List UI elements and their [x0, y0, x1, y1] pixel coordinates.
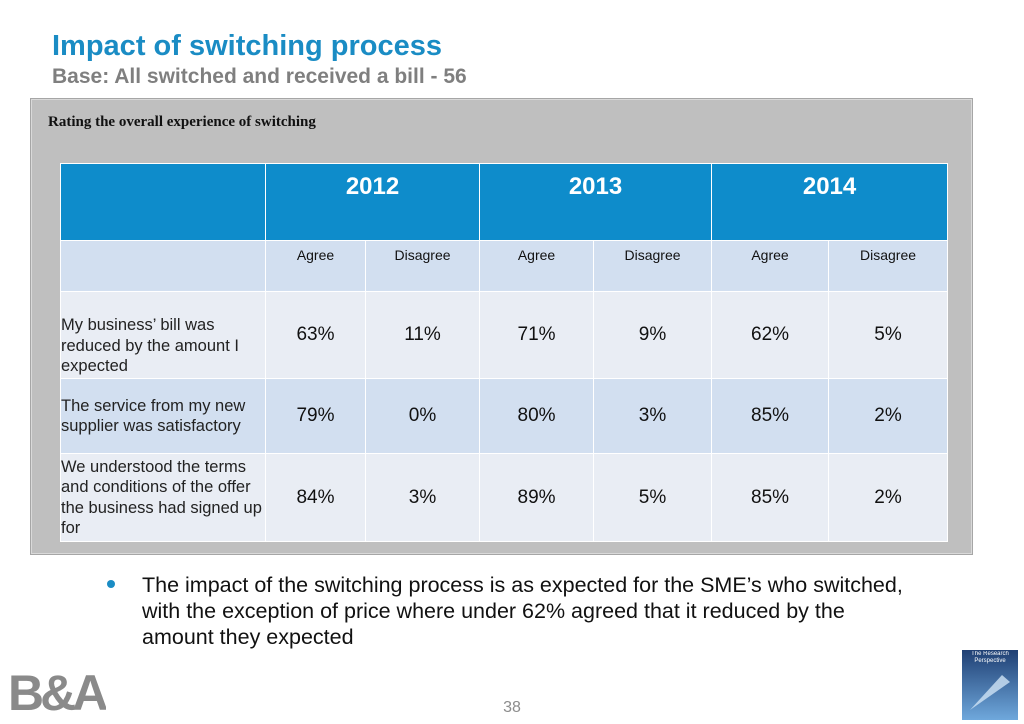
subheader: Agree [711, 240, 830, 292]
page-number: 38 [503, 699, 521, 716]
subheader: Agree [479, 240, 595, 292]
bullet-text: The impact of the switching process is a… [142, 573, 903, 649]
panel: Rating the overall experience of switchi… [30, 98, 973, 555]
row-label: My business’ bill was reduced by the amo… [60, 291, 266, 379]
cell: 84% [265, 453, 366, 542]
subheader-row: Agree Disagree Agree Disagree Agree Disagree [60, 240, 949, 292]
row-label: The service from my new supplier was sat… [60, 378, 266, 454]
logo2-prism [970, 675, 1010, 710]
cell: 11% [364, 291, 481, 379]
year-header: 2012 [264, 163, 481, 241]
logo2-text: The Research Perspective [971, 651, 1009, 664]
cell: 62% [711, 291, 830, 379]
logo2: The Research Perspective [962, 650, 1018, 720]
cell: 5% [593, 453, 713, 542]
cell: 0% [364, 378, 481, 454]
cell: 2% [828, 453, 949, 542]
cell: 3% [364, 453, 481, 542]
table-row: The service from my new supplier was sat… [60, 378, 949, 454]
cell: 85% [711, 453, 830, 542]
cell: 5% [828, 291, 949, 379]
corner-cell [60, 163, 266, 241]
cell: 85% [711, 378, 830, 454]
subheader: Disagree [593, 240, 713, 292]
cell: 89% [479, 453, 595, 542]
year-row: 2012 2013 2014 [60, 163, 949, 241]
logo2-bg [962, 650, 1018, 720]
cell: 79% [265, 378, 366, 454]
logo: B&A [8, 665, 106, 716]
cell: 80% [479, 378, 595, 454]
cell: 3% [593, 378, 713, 454]
cell: 2% [828, 378, 949, 454]
logo-text: B&A [8, 665, 106, 716]
cell: 71% [479, 291, 595, 379]
subheader: Agree [265, 240, 366, 292]
subheader: Disagree [364, 240, 481, 292]
table-row: We understood the terms and conditions o… [60, 453, 949, 542]
table: 2012 2013 2014 Agree Disagree Agree Disagree Ag… [60, 163, 949, 542]
panel-title: Rating the overall experience of switchi… [48, 114, 316, 130]
corner-cell [60, 240, 266, 292]
year-header: 2014 [711, 163, 949, 241]
table-row: My business’ bill was reduced by the amo… [60, 291, 949, 379]
year-header: 2013 [479, 163, 713, 241]
subheader: Disagree [828, 240, 949, 292]
bullet-dot [107, 580, 115, 588]
subtitle: Base: All switched and received a bill -… [52, 65, 467, 88]
cell: 9% [593, 291, 713, 379]
title: Impact of switching process [52, 30, 442, 62]
row-label: We understood the terms and conditions o… [60, 453, 266, 542]
cell: 63% [265, 291, 366, 379]
